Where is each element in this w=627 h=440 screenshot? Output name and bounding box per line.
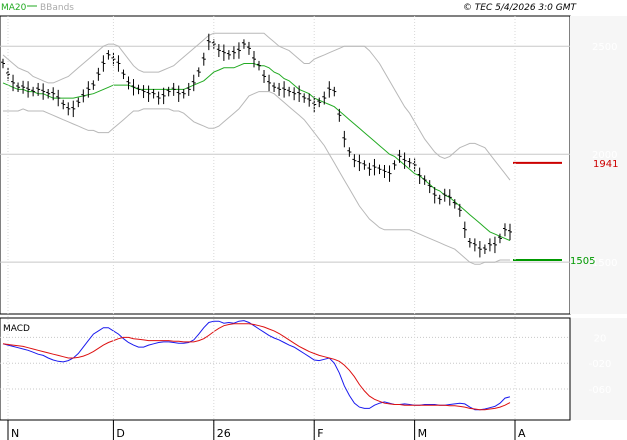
- support-level-label: 1505: [570, 256, 595, 267]
- bbands-upper-line: [2, 32, 511, 181]
- macd-y-ticks: 20 -020 -060: [589, 333, 612, 396]
- macd-lines: [2, 320, 511, 411]
- x-tick-label: M: [418, 427, 428, 440]
- price-y-ticks: 1500 2000 2500: [592, 42, 617, 269]
- macd-y-tick-label: -020: [589, 359, 612, 370]
- price-y-tick-label: 2000: [592, 150, 617, 161]
- x-tick-label: F: [317, 427, 323, 440]
- price-y-tick-label: 1500: [592, 258, 617, 269]
- bbands-lower-line: [3, 91, 510, 265]
- x-tick-label: N: [11, 427, 19, 440]
- ma20-layer: [2, 63, 511, 242]
- copyright-label: © TEC 5/4/2026 3:0 GMT: [463, 3, 578, 13]
- price-panel: [0, 15, 571, 315]
- legend-bbands: BBands: [40, 3, 74, 13]
- x-tick-label: A: [518, 427, 526, 440]
- price-y-tick-label: 2500: [592, 42, 617, 53]
- price-bars: [1, 33, 512, 258]
- x-tick-label: 26: [217, 427, 231, 440]
- bbands-layer: [2, 32, 511, 265]
- price-grid: [0, 45, 570, 263]
- macd-title: MACD: [3, 324, 30, 334]
- resistance-level-label: 1941: [593, 159, 618, 170]
- header-bar: [0, 0, 627, 15]
- macd-y-tick-label: 20: [594, 333, 607, 344]
- x-tick-label: D: [116, 427, 124, 440]
- x-axis-ticks: N D 26 F M A: [7, 16, 526, 440]
- macd-y-tick-label: -060: [589, 385, 612, 396]
- price-axis-strip: [570, 16, 627, 314]
- level-lines: 1941 1505: [513, 159, 618, 267]
- ma20-line: [2, 63, 511, 242]
- macd-line: [2, 320, 511, 411]
- macd-axis-strip: [570, 318, 627, 420]
- legend-ma20: MA20: [1, 3, 27, 13]
- signal-line: [2, 323, 511, 411]
- macd-panel: [0, 317, 571, 421]
